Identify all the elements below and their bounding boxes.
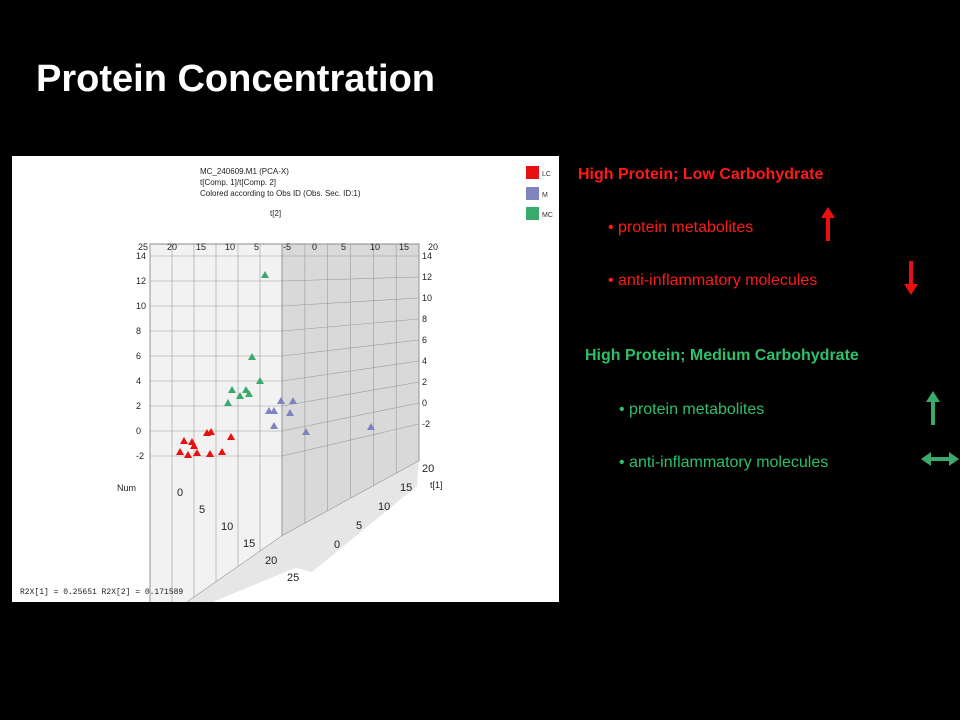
slide-title: Protein Concentration [36, 58, 436, 100]
data-point-mc [256, 377, 264, 384]
data-point-lc [176, 448, 184, 455]
bullet-low-carb-protein: • protein metabolites [608, 219, 754, 236]
tick-label-num: 15 [243, 538, 255, 550]
data-point-lc [218, 448, 226, 455]
tick-label-t2-left: 2 [136, 401, 141, 411]
axis-label-num: Num [117, 483, 136, 493]
data-point-mc [242, 386, 250, 393]
data-point-m [367, 423, 375, 430]
data-point-lc [193, 449, 201, 456]
tick-label-top: 10 [225, 242, 235, 252]
plot-footer: R2X[1] = 0.25651 R2X[2] = 0.171589 [20, 588, 183, 597]
tick-label-t2-right: 6 [422, 335, 427, 345]
bullet-medium-carb-protein: • protein metabolites [619, 401, 765, 418]
data-point-lc [180, 437, 188, 444]
tick-label-t2-right: 14 [422, 251, 432, 261]
tick-label-num: 0 [177, 487, 183, 499]
tick-label-top: 20 [167, 242, 177, 252]
tick-label-top: 20 [428, 242, 438, 252]
tick-label-t2-right: 0 [422, 398, 427, 408]
arrow-down-icon [904, 261, 918, 295]
data-point-mc [224, 399, 232, 406]
arrow-up-icon [926, 391, 940, 425]
data-point-mc [236, 392, 244, 399]
legend-label-lc: LC [542, 171, 551, 178]
plot-title: MC_240609.M1 (PCA-X) [200, 167, 289, 176]
tick-label-t2-left: 8 [136, 326, 141, 336]
tick-label-top: 5 [254, 242, 259, 252]
axis-label-t1: t[1] [430, 480, 443, 490]
tick-label-t2-left: 12 [136, 276, 146, 286]
tick-label-t2-right: 4 [422, 356, 427, 366]
tick-label-top: 10 [370, 242, 380, 252]
data-point-m [277, 397, 285, 404]
data-point-m [289, 397, 297, 404]
tick-label-top: 0 [312, 242, 317, 252]
data-point-m [302, 428, 310, 435]
legend: LC M MC [526, 166, 553, 220]
tick-label-num: 5 [199, 504, 205, 516]
legend-label-mc: MC [542, 212, 553, 219]
data-point-lc [227, 433, 235, 440]
tick-label-t2-right: -2 [422, 419, 430, 429]
tick-label-num: 25 [287, 572, 299, 584]
data-point-mc [245, 390, 253, 397]
data-point-lc [206, 450, 214, 457]
pca-plot-panel: -2 -2 0 0 2 2 4 4 6 6 8 8 10 10 12 12 14 14 25 20 15 10 5 -5 0 5 1… [12, 156, 559, 602]
plot-subtitle-2: Colored according to Obs ID (Obs. Sec. I… [200, 189, 361, 198]
data-point-lc [207, 428, 215, 435]
data-points [176, 271, 375, 458]
bullet-label: protein metabolites [629, 401, 765, 418]
tick-label-t2-left: 14 [136, 251, 146, 261]
grid-lines [149, 244, 420, 602]
tick-label-t2-left: 4 [136, 376, 141, 386]
legend-swatch-mc [526, 207, 539, 220]
bullet-label: protein metabolites [618, 219, 754, 236]
legend-swatch-lc [526, 166, 539, 179]
tick-label-t1: 15 [400, 482, 412, 494]
data-point-m [270, 407, 278, 414]
tick-label-t2-left: 0 [136, 426, 141, 436]
tick-label-num: 10 [221, 521, 233, 533]
tick-label-top: -5 [283, 242, 291, 252]
tick-label-t2-right: 8 [422, 314, 427, 324]
tick-label-t2-left: 6 [136, 351, 141, 361]
tick-label-top: 25 [138, 242, 148, 252]
bullet-label: anti-inflammatory molecules [629, 454, 829, 471]
bullet-medium-carb-antiinflammatory: • anti-inflammatory molecules [619, 454, 829, 471]
data-point-lc [184, 451, 192, 458]
bullet-low-carb-antiinflammatory: • anti-inflammatory molecules [608, 272, 818, 289]
tick-label-t1: 0 [334, 539, 340, 551]
tick-label-top: 5 [341, 242, 346, 252]
tick-label-num: 20 [265, 555, 277, 567]
legend-swatch-m [526, 187, 539, 200]
arrow-left-right-icon [921, 452, 959, 466]
tick-label-top: 15 [399, 242, 409, 252]
floor [187, 461, 419, 602]
data-point-lc [190, 442, 198, 449]
data-point-mc [228, 386, 236, 393]
tick-label-t1: 20 [422, 463, 434, 475]
tick-label-t1: 10 [378, 501, 390, 513]
arrow-up-icon [821, 207, 835, 241]
legend-label-m: M [542, 192, 548, 199]
bullet-label: anti-inflammatory molecules [618, 272, 818, 289]
group-heading-medium-carb: High Protein; Medium Carbohydrate [585, 347, 859, 364]
data-point-m [270, 422, 278, 429]
data-point-mc [261, 271, 269, 278]
tick-label-t2-right: 2 [422, 377, 427, 387]
tick-label-t2-left: 10 [136, 301, 146, 311]
group-heading-low-carb: High Protein; Low Carbohydrate [578, 166, 824, 183]
axis-label-t2: t[2] [270, 209, 281, 218]
data-point-mc [248, 353, 256, 360]
tick-label-t2-left: -2 [136, 451, 144, 461]
tick-label-t2-right: 10 [422, 293, 432, 303]
tick-label-top: 15 [196, 242, 206, 252]
plot-subtitle-1: t[Comp. 1]/t[Comp. 2] [200, 178, 276, 187]
tick-label-t2-right: 12 [422, 272, 432, 282]
data-point-m [286, 409, 294, 416]
tick-label-t1: 5 [356, 520, 362, 532]
